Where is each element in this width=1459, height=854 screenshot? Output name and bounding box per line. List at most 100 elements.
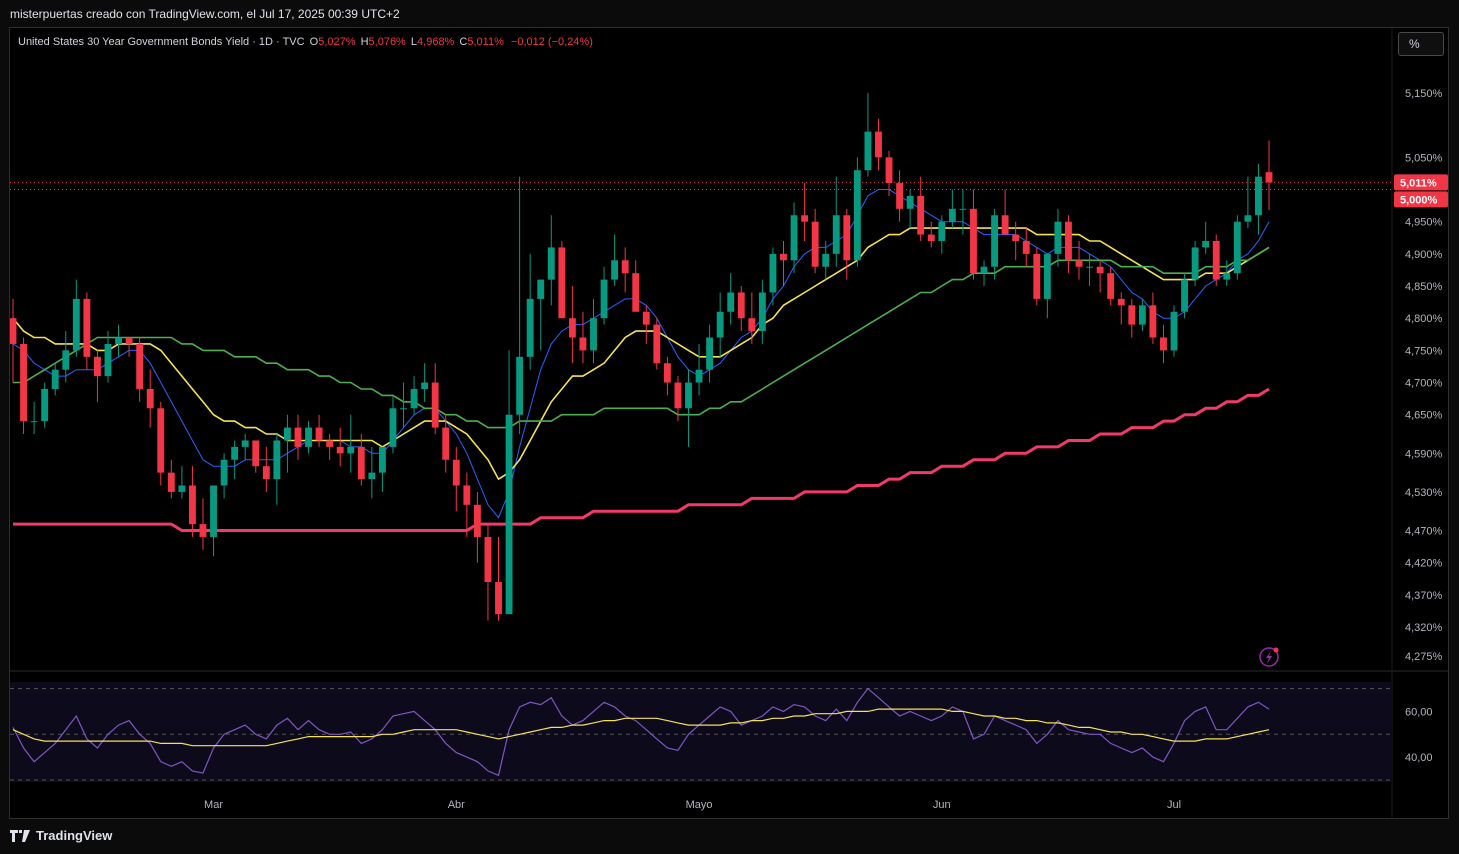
candle-body [1096, 266, 1104, 274]
price-tick-label: 4,950% [1405, 217, 1443, 229]
candle [410, 376, 418, 415]
candle-body [326, 440, 334, 447]
candle [748, 292, 756, 344]
candle [1138, 298, 1146, 332]
candle-body [579, 337, 587, 351]
candle-body [72, 298, 80, 351]
candle-body [463, 485, 471, 505]
candle [558, 240, 566, 319]
candle-body [305, 427, 312, 447]
footer-brand: TradingView [36, 828, 113, 843]
candle [62, 331, 70, 383]
candle [579, 311, 587, 364]
candle-body [896, 183, 904, 209]
candle-body [178, 485, 186, 492]
candle-body [1191, 247, 1199, 280]
candle-body [252, 440, 260, 467]
candle [1255, 163, 1262, 235]
percent-scale-button[interactable]: % [1398, 32, 1444, 56]
legend-open-label: O [309, 36, 319, 48]
candle-body [695, 369, 703, 383]
candle [347, 414, 355, 473]
candle-body [262, 466, 270, 480]
candle [357, 434, 365, 486]
candle [231, 440, 239, 480]
candle [811, 208, 819, 274]
candle-body [62, 350, 70, 370]
legend-close: 5,011% [467, 36, 504, 48]
candle-body [1149, 305, 1157, 338]
candle-body [706, 337, 714, 370]
candle-body [1244, 215, 1252, 222]
candle [178, 466, 186, 499]
alert-lightning-icon [1259, 647, 1279, 667]
candle-body [663, 363, 671, 383]
candle-body [452, 459, 460, 486]
candle-body [1022, 240, 1030, 254]
candle-body [1212, 240, 1220, 280]
symbol-legend[interactable]: United States 30 Year Government Bonds Y… [18, 36, 593, 48]
candle [273, 434, 281, 505]
candle [431, 363, 439, 435]
candle [1012, 221, 1020, 261]
candle [10, 298, 17, 383]
candle-body [210, 485, 217, 537]
candle-body [410, 388, 418, 409]
chart-svg[interactable]: 5,150% 5,050% 4,950% 4,900% 4,850% 4,800% 4,75… [10, 28, 1449, 819]
candle [801, 183, 809, 241]
candle [484, 524, 492, 621]
candle [621, 247, 629, 293]
tradingview-logo[interactable]: TradingView [10, 828, 112, 843]
legend-symbol: United States 30 Year Government Bonds Y… [18, 36, 305, 48]
candle-body [294, 427, 302, 447]
legend-high-label: H [360, 36, 369, 48]
candle [1096, 260, 1104, 293]
candle-body [199, 524, 207, 537]
candle-body [611, 260, 619, 280]
candle-body [748, 318, 756, 332]
candle [1022, 228, 1030, 267]
candle-body [1255, 176, 1262, 216]
candle [1001, 189, 1009, 235]
last-price-badge [1394, 191, 1448, 208]
candle-body [906, 195, 914, 209]
candle-body [146, 388, 154, 409]
last-price-label: 5,000% [1400, 194, 1438, 206]
candle [663, 356, 671, 396]
candle-body [885, 157, 893, 184]
candle [980, 260, 988, 287]
candle-body [1117, 298, 1125, 306]
candle [368, 446, 376, 499]
candle-body [1128, 305, 1136, 325]
candle-body [980, 266, 988, 274]
candle-body [241, 440, 249, 447]
candle-body [822, 253, 830, 267]
candle [706, 324, 714, 383]
candle-body [51, 369, 59, 389]
candle [875, 118, 882, 171]
candle-body [125, 337, 133, 344]
price-tick-label: 4,800% [1405, 313, 1443, 325]
candle-body [621, 260, 629, 274]
candle [885, 150, 893, 196]
candle [780, 240, 787, 287]
candle-body [537, 279, 545, 299]
candle-body [991, 215, 999, 267]
candle-body [94, 356, 101, 377]
candle [1233, 215, 1241, 280]
time-tick-label: Mar [204, 799, 223, 811]
time-tick-label: Mayo [686, 799, 713, 811]
lightning-dot [1273, 647, 1279, 653]
candle [674, 376, 682, 422]
candle-body [1202, 240, 1210, 248]
candle [1033, 247, 1041, 306]
candle [938, 215, 946, 254]
candle [463, 472, 471, 537]
candle-body [526, 298, 534, 357]
candle-body [1001, 215, 1009, 235]
chart-panel[interactable]: 5,150% 5,050% 4,950% 4,900% 4,850% 4,800% 4,75… [9, 27, 1449, 819]
candle-body [716, 311, 724, 338]
candle [283, 414, 291, 473]
candle [927, 221, 935, 248]
candle [896, 170, 904, 222]
